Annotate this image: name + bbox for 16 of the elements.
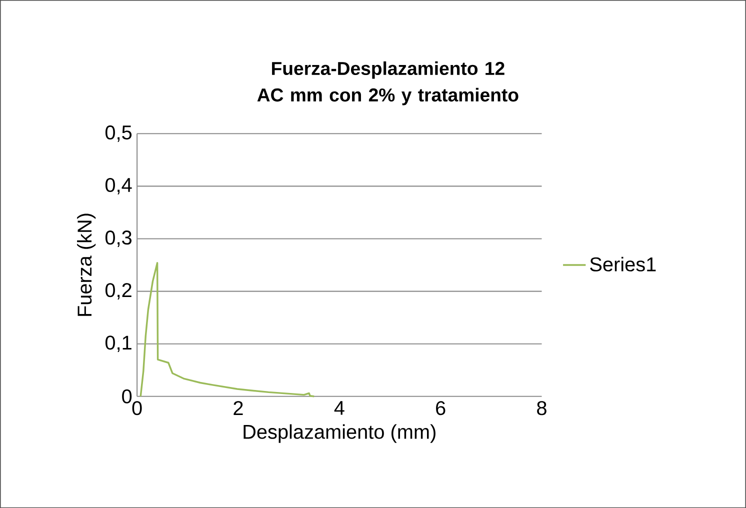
line-series (140, 262, 315, 398)
x-tick-label: 0 (132, 401, 142, 416)
y-tick-label: 0,2 (105, 282, 132, 300)
x-tick-label: 6 (436, 401, 446, 416)
x-tick-label: 4 (334, 401, 344, 415)
y-tick-label: 0,1 (105, 336, 132, 352)
y-tick-label: 0,3 (105, 230, 132, 247)
legend-label: Series1 (590, 256, 656, 272)
x-tick-label: 2 (234, 401, 243, 415)
y-tick-label: 0 (122, 389, 132, 404)
y-tick-label: 0,4 (105, 178, 132, 194)
y-tick-label: 0,5 (105, 125, 132, 142)
x-axis-title: Desplazamiento (mm) (244, 424, 436, 443)
y-axis-title: Fuerza (kN) (77, 214, 96, 316)
x-tick-label: 8 (537, 401, 546, 416)
chart-title: Fuerza-Desplazamiento 12 AC mm con 2% y tratamiento (257, 61, 518, 106)
